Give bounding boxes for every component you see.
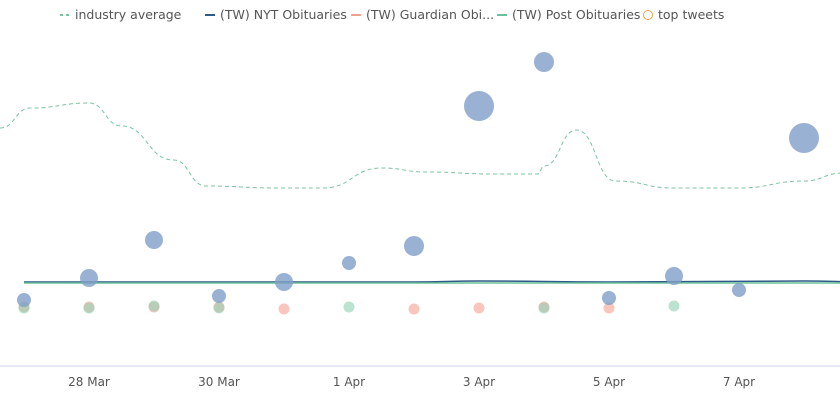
x-tick-label: 7 Apr	[723, 375, 755, 389]
series-line	[0, 102, 840, 189]
top-tweet-bubble	[80, 269, 98, 287]
series-line	[23, 280, 840, 283]
scatter-point	[343, 301, 355, 313]
scatter-point	[278, 303, 290, 315]
scatter-point	[148, 300, 160, 312]
top-tweet-bubble	[732, 283, 746, 297]
legend-label: industry average	[75, 7, 182, 22]
line-icon	[497, 13, 507, 16]
legend-industry-average[interactable]: industry average	[60, 7, 181, 22]
top-tweet-bubble	[342, 256, 356, 270]
top-tweet-bubble	[534, 52, 554, 72]
top-tweet-bubble	[17, 293, 31, 307]
scatter-point	[473, 302, 485, 314]
legend-top-tweets[interactable]: top tweets	[643, 7, 724, 22]
scatter-point	[83, 302, 95, 314]
x-tick-label: 1 Apr	[333, 375, 365, 389]
top-tweet-bubble	[404, 236, 424, 256]
top-tweet-bubble	[275, 273, 293, 291]
x-tick-label: 3 Apr	[463, 375, 495, 389]
x-tick-label: 28 Mar	[68, 375, 110, 389]
legend-post[interactable]: (TW) Post Obituaries	[497, 7, 640, 22]
scatter-point	[538, 302, 550, 314]
legend-guardian[interactable]: (TW) Guardian Obi...	[351, 7, 494, 22]
x-tick-label: 30 Mar	[198, 375, 240, 389]
x-tick-label: 5 Apr	[593, 375, 625, 389]
top-tweet-bubble	[212, 289, 226, 303]
legend-label: top tweets	[658, 7, 725, 22]
legend: industry average (TW) NYT Obituaries (TW…	[0, 7, 840, 25]
top-tweet-bubble	[145, 231, 163, 249]
top-tweet-bubble	[665, 267, 683, 285]
top-tweet-bubble	[789, 123, 819, 153]
legend-label: (TW) Post Obituaries	[512, 7, 641, 22]
legend-nyt[interactable]: (TW) NYT Obituaries	[205, 7, 347, 22]
scatter-point	[668, 300, 680, 312]
line-icon	[351, 13, 361, 16]
circle-icon	[643, 9, 653, 20]
top-tweet-bubble	[464, 91, 494, 121]
scatter-point	[603, 302, 615, 314]
legend-label: (TW) Guardian Obi...	[366, 7, 495, 22]
scatter-point	[408, 303, 420, 315]
top-tweet-bubble	[602, 291, 616, 305]
scatter-point	[213, 302, 225, 314]
line-icon	[205, 13, 215, 16]
dashed-line-icon	[60, 13, 70, 16]
legend-label: (TW) NYT Obituaries	[220, 7, 347, 22]
